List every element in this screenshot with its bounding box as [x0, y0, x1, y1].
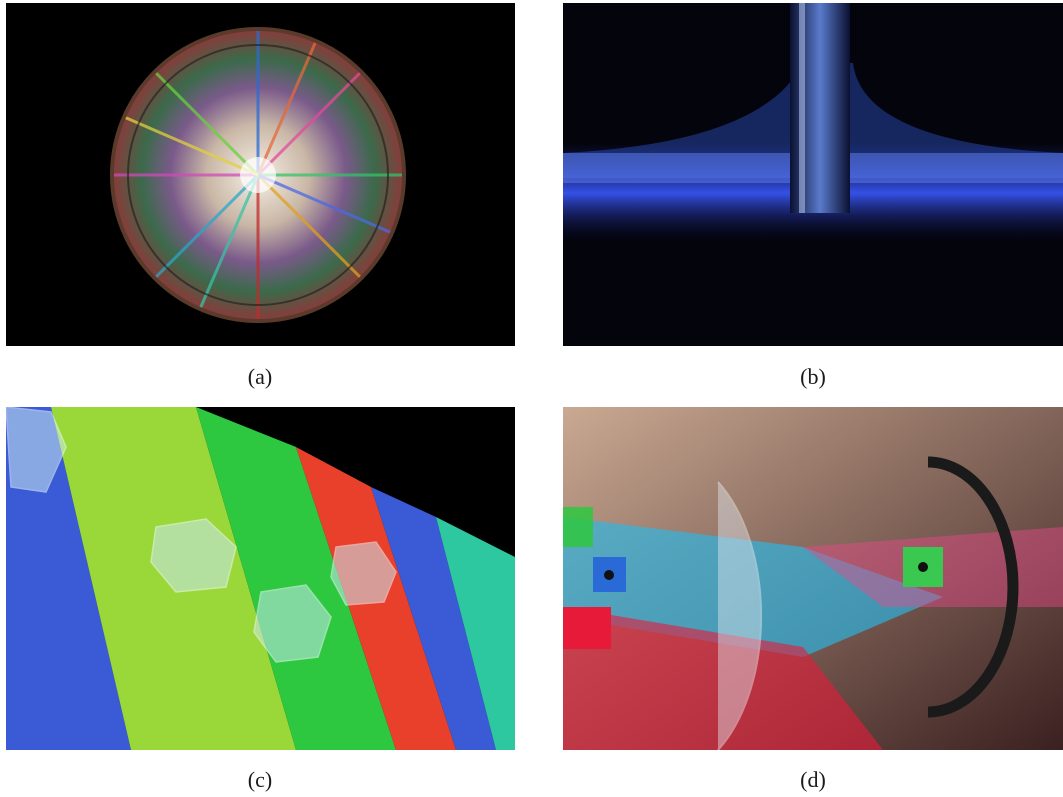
photo-spherulite: [6, 3, 515, 346]
photo-fluorescent-strips: [6, 407, 515, 750]
caption-d: (d): [800, 767, 826, 792]
photo-blue-liquid: [563, 3, 1063, 346]
caption-c: (c): [247, 767, 273, 792]
caption-b: (b): [800, 364, 826, 389]
caption-a: (a): [247, 364, 273, 389]
photo-optics-beams: [563, 407, 1063, 750]
